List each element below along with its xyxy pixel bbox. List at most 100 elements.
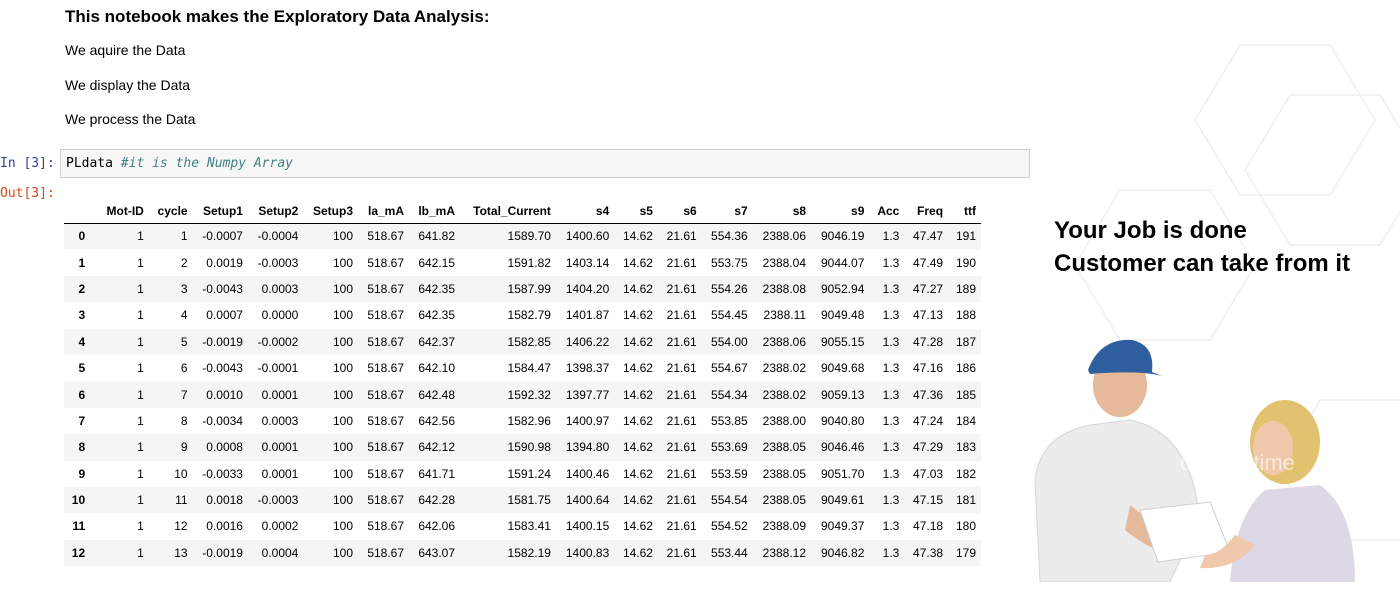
table-cell: 0.0003 bbox=[261, 413, 299, 428]
table-cell: 1398.37 bbox=[565, 361, 610, 376]
table-cell: 1.3 bbox=[882, 440, 900, 455]
row-index: 9 bbox=[78, 466, 86, 481]
table-cell: 1584.47 bbox=[507, 361, 551, 376]
table-cell: 1 bbox=[137, 493, 144, 508]
table-cell: 1 bbox=[137, 387, 144, 402]
table-cell: 2388.05 bbox=[762, 493, 807, 508]
table-cell: 9052.94 bbox=[820, 281, 865, 296]
table-cell: 1590.98 bbox=[507, 440, 551, 455]
table-cell: 186 bbox=[955, 361, 976, 376]
table-cell: 11 bbox=[175, 493, 188, 508]
table-cell: 0.0008 bbox=[206, 440, 243, 455]
table-cell: 1.3 bbox=[882, 387, 900, 402]
table-cell: 14.62 bbox=[622, 281, 653, 296]
table-cell: 1 bbox=[137, 466, 144, 481]
row-index: 3 bbox=[78, 308, 86, 323]
markdown-line-display: We display the Data bbox=[65, 77, 191, 93]
table-cell: -0.0003 bbox=[257, 493, 299, 508]
column-header: la_mA bbox=[367, 203, 405, 218]
table-cell: 14.62 bbox=[622, 440, 653, 455]
table-cell: 14.62 bbox=[622, 545, 653, 560]
table-cell: 2388.12 bbox=[762, 545, 807, 560]
table-cell: 14.62 bbox=[622, 229, 653, 244]
table-row: 10 1 11 0.0018 -0.0003 100 518.67 642.28 1581.75… bbox=[64, 486, 981, 514]
table-cell: 642.37 bbox=[418, 334, 456, 349]
code-cell-editor[interactable]: PLdata #it is the Numpy Array bbox=[60, 149, 1030, 178]
table-cell: 21.61 bbox=[666, 387, 697, 402]
table-cell: 187 bbox=[955, 334, 976, 349]
table-cell: 518.67 bbox=[367, 361, 405, 376]
table-cell: 9046.46 bbox=[820, 440, 865, 455]
table-cell: 642.10 bbox=[418, 361, 456, 376]
table-cell: 1589.70 bbox=[507, 229, 551, 244]
woman-arm bbox=[1200, 535, 1255, 569]
table-cell: 518.67 bbox=[367, 466, 405, 481]
promo-text: Your Job is done Customer can take from … bbox=[1054, 214, 1350, 280]
table-cell: 1581.75 bbox=[507, 493, 551, 508]
table-cell: 9055.15 bbox=[820, 334, 865, 349]
table-row: 2 1 3 -0.0043 0.0003 100 518.67 642.35 1587.99 14… bbox=[64, 275, 981, 303]
table-cell: 100 bbox=[332, 493, 353, 508]
table-cell: 100 bbox=[332, 229, 353, 244]
row-index: 5 bbox=[78, 361, 86, 376]
table-row: 11 1 12 0.0016 0.0002 100 518.67 642.06 1583.41 1… bbox=[64, 513, 981, 539]
table-cell: 47.29 bbox=[913, 440, 944, 455]
table-cell: 1400.64 bbox=[565, 493, 610, 508]
table-cell: 100 bbox=[332, 387, 353, 402]
table-cell: 13 bbox=[174, 545, 188, 560]
table-cell: 642.35 bbox=[418, 281, 456, 296]
table-cell: 100 bbox=[332, 440, 353, 455]
table-cell: 1 bbox=[137, 229, 144, 244]
table-cell: 2388.02 bbox=[762, 387, 807, 402]
table-cell: 642.56 bbox=[418, 413, 456, 428]
table-cell: 188 bbox=[955, 308, 976, 323]
table-cell: 14.62 bbox=[622, 413, 653, 428]
table-cell: 14.62 bbox=[622, 334, 653, 349]
table-row: 12 1 13 -0.0019 0.0004 100 518.67 643.07 1582.19… bbox=[64, 539, 981, 567]
table-cell: 1 bbox=[137, 308, 144, 323]
code-text: PLdata bbox=[66, 156, 121, 171]
table-cell: 2 bbox=[180, 255, 188, 270]
table-cell: 21.61 bbox=[666, 493, 697, 508]
table-cell: 1.3 bbox=[882, 308, 900, 323]
table-cell: 518.67 bbox=[367, 413, 405, 428]
table-cell: -0.0004 bbox=[257, 229, 299, 244]
table-cell: 47.24 bbox=[913, 413, 944, 428]
table-cell: 47.15 bbox=[913, 493, 944, 508]
table-cell: 641.71 bbox=[418, 466, 456, 481]
table-cell: 518.67 bbox=[367, 334, 405, 349]
column-header: Setup1 bbox=[202, 203, 243, 218]
table-cell: 642.12 bbox=[418, 440, 456, 455]
table-cell: 554.26 bbox=[711, 281, 748, 296]
table-cell: 1.3 bbox=[882, 229, 900, 244]
table-cell: 100 bbox=[332, 308, 353, 323]
table-cell: 21.61 bbox=[666, 229, 697, 244]
table-cell: 0.0001 bbox=[261, 440, 299, 455]
table-cell: 47.49 bbox=[913, 255, 944, 270]
woman-face bbox=[1253, 421, 1293, 475]
table-cell: 553.85 bbox=[711, 413, 748, 428]
table-cell: 553.44 bbox=[711, 545, 748, 560]
table-cell: 1 bbox=[180, 229, 188, 244]
table-row: 9 1 10 -0.0033 0.0001 100 518.67 641.71 1591.24 1… bbox=[64, 461, 981, 487]
input-prompt: In [3]: bbox=[0, 156, 55, 171]
table-cell: 9051.70 bbox=[820, 466, 865, 481]
table-cell: 1582.19 bbox=[507, 545, 551, 560]
table-cell: 642.28 bbox=[418, 493, 456, 508]
table-cell: 2388.06 bbox=[762, 334, 807, 349]
code-comment: #it is the Numpy Array bbox=[120, 156, 293, 171]
table-cell: 14.62 bbox=[622, 493, 653, 508]
table-cell: 184 bbox=[955, 413, 976, 428]
table-cell: 1403.14 bbox=[565, 255, 610, 270]
table-cell: 47.13 bbox=[913, 308, 944, 323]
table-cell: 2388.02 bbox=[762, 361, 807, 376]
table-cell: 5 bbox=[180, 334, 188, 349]
table-cell: -0.0007 bbox=[202, 229, 243, 244]
table-cell: 1 bbox=[137, 413, 144, 428]
table-cell: 0.0016 bbox=[206, 519, 243, 534]
table-cell: 1404.20 bbox=[565, 281, 610, 296]
row-index: 2 bbox=[78, 281, 86, 296]
table-cell: 1.3 bbox=[882, 466, 900, 481]
table-cell: 1 bbox=[137, 255, 144, 270]
table-cell: 9049.61 bbox=[820, 493, 865, 508]
